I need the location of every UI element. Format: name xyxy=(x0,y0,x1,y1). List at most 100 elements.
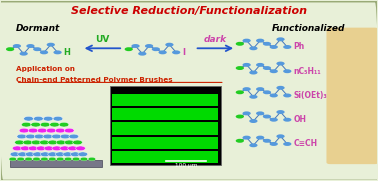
Circle shape xyxy=(40,122,50,127)
Circle shape xyxy=(249,95,257,99)
Circle shape xyxy=(270,142,278,146)
Text: OH: OH xyxy=(293,115,306,124)
Circle shape xyxy=(242,136,251,140)
Circle shape xyxy=(270,94,278,97)
Circle shape xyxy=(80,157,88,161)
Circle shape xyxy=(263,90,271,94)
Circle shape xyxy=(33,152,42,157)
Circle shape xyxy=(263,139,271,143)
Circle shape xyxy=(48,140,57,145)
Circle shape xyxy=(36,146,46,151)
Circle shape xyxy=(9,157,17,161)
Circle shape xyxy=(68,146,77,151)
Circle shape xyxy=(56,157,64,161)
Circle shape xyxy=(249,71,257,75)
Circle shape xyxy=(15,140,25,145)
Circle shape xyxy=(48,157,56,161)
Circle shape xyxy=(283,45,291,49)
Circle shape xyxy=(76,146,85,151)
Circle shape xyxy=(283,142,291,146)
Circle shape xyxy=(276,62,285,66)
Circle shape xyxy=(152,47,160,51)
Text: Si(OEt)₃: Si(OEt)₃ xyxy=(293,91,327,100)
Circle shape xyxy=(249,143,257,147)
Circle shape xyxy=(242,111,251,115)
Circle shape xyxy=(236,42,244,46)
Text: 100 μm: 100 μm xyxy=(175,163,197,168)
Text: Dormant: Dormant xyxy=(16,24,60,33)
Circle shape xyxy=(256,39,264,43)
Circle shape xyxy=(138,52,146,56)
Circle shape xyxy=(78,152,88,157)
Circle shape xyxy=(158,50,167,54)
Text: C≡CH: C≡CH xyxy=(293,140,318,148)
Circle shape xyxy=(270,69,278,73)
Circle shape xyxy=(18,152,28,157)
Circle shape xyxy=(73,140,82,145)
Text: Functionalized: Functionalized xyxy=(272,24,345,33)
Circle shape xyxy=(276,37,285,41)
Circle shape xyxy=(72,157,80,161)
Text: UV: UV xyxy=(95,35,110,44)
Bar xyxy=(10,160,102,167)
Circle shape xyxy=(70,152,80,157)
Circle shape xyxy=(50,122,59,127)
Circle shape xyxy=(63,152,73,157)
Circle shape xyxy=(60,134,70,139)
Text: Selective Reduction/Functionalization: Selective Reduction/Functionalization xyxy=(71,6,307,16)
Circle shape xyxy=(263,42,271,46)
Circle shape xyxy=(55,128,65,133)
Circle shape xyxy=(48,152,57,157)
Circle shape xyxy=(13,44,21,48)
Circle shape xyxy=(64,140,74,145)
Circle shape xyxy=(276,110,285,114)
Circle shape xyxy=(59,122,69,127)
Circle shape xyxy=(256,111,264,115)
Circle shape xyxy=(31,122,40,127)
Circle shape xyxy=(43,116,53,121)
Circle shape xyxy=(236,66,244,70)
Circle shape xyxy=(132,44,139,48)
Circle shape xyxy=(165,43,174,47)
Circle shape xyxy=(33,157,40,161)
Circle shape xyxy=(55,152,65,157)
Text: nC₅H₁₁: nC₅H₁₁ xyxy=(293,67,321,76)
Circle shape xyxy=(28,128,38,133)
Circle shape xyxy=(125,47,133,51)
Circle shape xyxy=(40,152,50,157)
Circle shape xyxy=(26,134,35,139)
Circle shape xyxy=(242,63,251,67)
Circle shape xyxy=(60,146,70,151)
Circle shape xyxy=(242,87,251,91)
Text: H: H xyxy=(64,48,70,57)
Circle shape xyxy=(56,140,66,145)
Circle shape xyxy=(242,39,251,43)
Circle shape xyxy=(145,44,153,48)
Circle shape xyxy=(263,66,271,70)
Circle shape xyxy=(283,118,291,122)
Circle shape xyxy=(172,50,180,54)
Circle shape xyxy=(256,136,264,140)
Circle shape xyxy=(236,90,244,94)
Circle shape xyxy=(64,128,74,133)
Circle shape xyxy=(64,157,72,161)
Circle shape xyxy=(256,87,264,91)
Bar xyxy=(112,94,218,106)
Bar xyxy=(110,86,221,165)
Circle shape xyxy=(249,119,257,123)
Circle shape xyxy=(6,47,14,51)
Circle shape xyxy=(39,140,49,145)
Circle shape xyxy=(270,118,278,122)
Circle shape xyxy=(34,134,44,139)
Circle shape xyxy=(12,146,22,151)
Circle shape xyxy=(270,45,278,49)
Circle shape xyxy=(17,134,27,139)
Bar xyxy=(112,108,218,120)
Circle shape xyxy=(28,146,38,151)
Circle shape xyxy=(20,52,28,56)
Circle shape xyxy=(10,152,20,157)
Circle shape xyxy=(283,69,291,73)
Text: dark: dark xyxy=(204,35,227,44)
Circle shape xyxy=(236,115,244,119)
Text: I: I xyxy=(182,48,185,57)
